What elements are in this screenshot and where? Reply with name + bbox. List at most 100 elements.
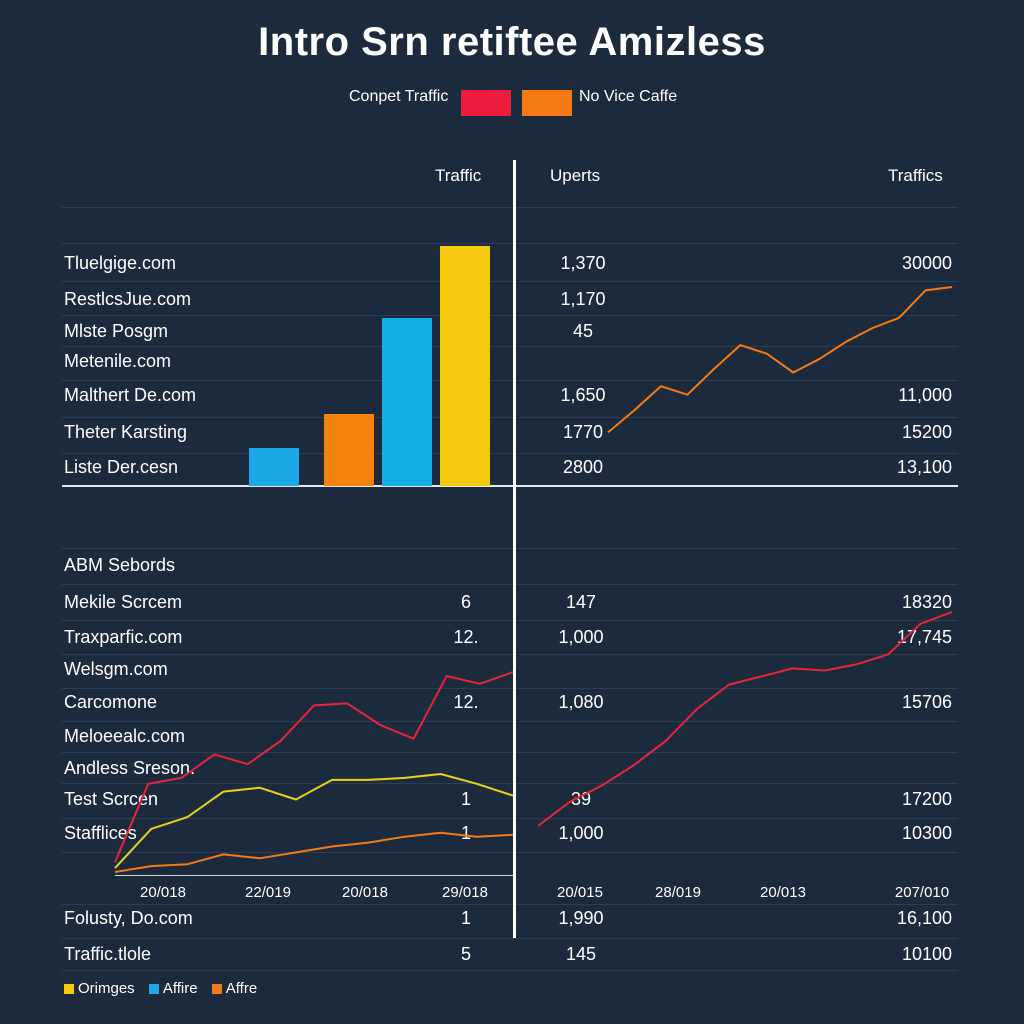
cell-traffic: 1 bbox=[460, 908, 472, 928]
cell-uperts: 1,000 bbox=[558, 627, 604, 647]
grid-line bbox=[62, 453, 958, 454]
cell-traffics: 18320 bbox=[901, 592, 952, 612]
cell-traffic: 5 bbox=[460, 944, 472, 964]
cell-traffic: 12. bbox=[453, 692, 479, 712]
cell-traffic: 1 bbox=[460, 823, 472, 843]
cell-uperts: 39 bbox=[570, 789, 592, 809]
chart-title: Intro Srn retiftee Amizless bbox=[258, 20, 766, 64]
header-traffic: Traffic bbox=[435, 166, 482, 185]
grid-line bbox=[62, 783, 958, 784]
cell-uperts: 1,170 bbox=[560, 289, 606, 309]
cell-traffics: 10100 bbox=[901, 944, 952, 964]
cell-traffic: 1 bbox=[460, 789, 472, 809]
grid-line bbox=[62, 548, 958, 549]
cell-uperts: 1,000 bbox=[558, 823, 604, 843]
cell-uperts: 145 bbox=[565, 944, 597, 964]
cell-traffics: 15200 bbox=[901, 422, 952, 442]
legend-label-affre: Affre bbox=[225, 980, 258, 997]
bar bbox=[382, 318, 432, 486]
cell-traffics: 17,745 bbox=[896, 627, 952, 647]
x-tick-label: 28/019 bbox=[655, 884, 701, 901]
row-label: Test Scrcen bbox=[64, 789, 159, 809]
legend-item-affre: Affre bbox=[211, 980, 258, 997]
grid-line bbox=[62, 207, 958, 208]
row-label: Welsgm.com bbox=[64, 659, 168, 679]
top-axis-baseline bbox=[62, 485, 958, 487]
row-label: Metenile.com bbox=[64, 351, 172, 371]
row-label: Carcomone bbox=[64, 692, 158, 712]
cell-traffic: 12. bbox=[453, 627, 479, 647]
row-label: Liste Der.cesn bbox=[64, 457, 179, 477]
row-label: Traffic.tlole bbox=[64, 944, 152, 964]
grid-line bbox=[62, 688, 958, 689]
row-label: Malthert De.com bbox=[64, 385, 197, 405]
grid-line bbox=[62, 315, 958, 316]
cell-uperts: 1,080 bbox=[558, 692, 604, 712]
row-label: Tluelgige.com bbox=[64, 253, 177, 273]
grid-line bbox=[62, 346, 958, 347]
grid-line bbox=[62, 654, 958, 655]
cell-uperts: 1770 bbox=[562, 422, 604, 442]
legend-label-affire: Affire bbox=[162, 980, 198, 997]
grid-line bbox=[62, 417, 958, 418]
cell-uperts: 1,370 bbox=[560, 253, 606, 273]
cell-traffics: 30000 bbox=[901, 253, 952, 273]
row-label: Andless Sreson. bbox=[64, 758, 196, 778]
cell-traffics: 10300 bbox=[901, 823, 952, 843]
cell-traffics: 11,000 bbox=[898, 385, 952, 405]
row-label: Theter Karsting bbox=[64, 422, 188, 442]
x-tick-label: 20/015 bbox=[557, 884, 603, 901]
cell-traffics: 15706 bbox=[901, 692, 952, 712]
row-label: Traxparfic.com bbox=[64, 627, 183, 647]
grid-line bbox=[62, 620, 958, 621]
cell-traffic: 6 bbox=[460, 592, 472, 612]
bar bbox=[249, 447, 299, 486]
bar bbox=[440, 246, 490, 486]
legend-swatch-red bbox=[461, 90, 511, 116]
row-label: Stafflices bbox=[64, 823, 137, 843]
x-tick-label: 22/019 bbox=[245, 884, 291, 901]
top-legend: Conpet Traffic No Vice Caffe bbox=[0, 86, 1024, 120]
cell-uperts: 1,650 bbox=[560, 385, 606, 405]
x-tick-label: 20/013 bbox=[760, 884, 806, 901]
grid-line bbox=[62, 938, 958, 939]
x-tick-label: 29/018 bbox=[442, 884, 488, 901]
legend-item-orimges: Orimges bbox=[64, 980, 135, 997]
x-tick-label: 207/010 bbox=[894, 884, 950, 901]
grid-line bbox=[62, 380, 958, 381]
grid-line bbox=[62, 970, 958, 971]
row-label: Meloeealc.com bbox=[64, 726, 186, 746]
legend-label-no-vice-caffe: No Vice Caffe bbox=[579, 88, 678, 105]
cell-uperts: 45 bbox=[572, 321, 594, 341]
header-uperts: Uperts bbox=[550, 166, 601, 185]
grid-line bbox=[62, 281, 958, 282]
header-traffics: Traffics bbox=[888, 166, 943, 185]
x-tick-label: 20/018 bbox=[140, 884, 186, 901]
row-label: Mekile Scrcem bbox=[64, 592, 183, 612]
section-label: ABM Sebords bbox=[64, 555, 176, 575]
row-label: Folusty, Do.com bbox=[64, 908, 193, 928]
grid-line bbox=[62, 721, 958, 722]
grid-line bbox=[62, 852, 958, 853]
grid-line bbox=[62, 584, 958, 585]
cell-traffics: 13,100 bbox=[896, 457, 952, 477]
cell-traffics: 17200 bbox=[901, 789, 952, 809]
legend-label-orimges: Orimges bbox=[78, 980, 135, 997]
legend-swatch-orange bbox=[522, 90, 572, 116]
legend-item-affire: Affire bbox=[148, 980, 198, 997]
grid-line bbox=[62, 752, 958, 753]
series-line bbox=[607, 286, 953, 434]
cell-uperts: 1,990 bbox=[558, 908, 604, 928]
grid-line bbox=[62, 818, 958, 819]
bar bbox=[324, 414, 374, 486]
row-label: Mlste Posgm bbox=[64, 321, 169, 341]
bottom-legend: Orimges Affire Affre bbox=[64, 980, 267, 998]
x-tick-label: 20/018 bbox=[342, 884, 388, 901]
bottom-left-axis-baseline bbox=[115, 875, 515, 876]
row-label: RestlcsJue.com bbox=[64, 289, 192, 309]
grid-line bbox=[62, 904, 958, 905]
cell-uperts: 2800 bbox=[562, 457, 604, 477]
panel-divider bbox=[513, 160, 516, 938]
legend-label-conpet-traffic: Conpet Traffic bbox=[349, 88, 449, 105]
